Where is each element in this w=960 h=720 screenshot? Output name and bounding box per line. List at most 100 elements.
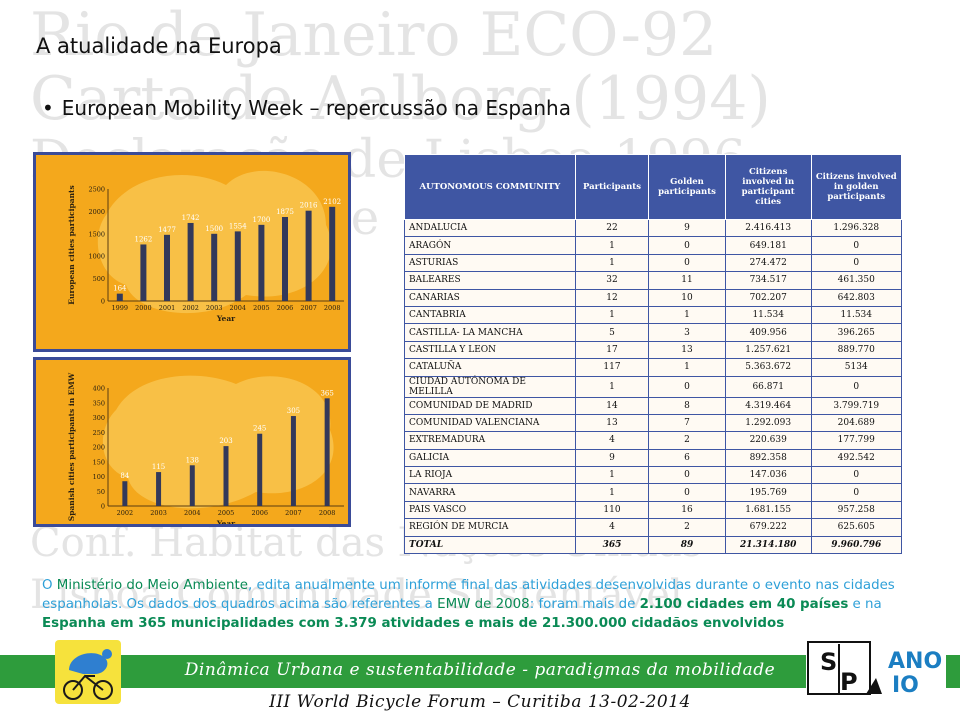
table-cell: 8 (648, 396, 726, 415)
table-cell: 32 (574, 271, 650, 290)
table-cell: 892.358 (724, 448, 812, 468)
footer-subtitle: III World Bicycle Forum – Curitiba 13-02… (269, 692, 691, 712)
table-cell: 4.319.464 (724, 396, 812, 415)
table-cell: 0 (810, 375, 903, 398)
cyclist-logo-icon (55, 640, 121, 704)
data-label: 365 (320, 389, 333, 397)
table-row: ARAGÓN 1 0 649.181 0 (404, 236, 903, 255)
table-cell: 204.689 (810, 413, 903, 433)
x-tick-label: 2004 (230, 304, 247, 312)
summary-ministerio: Ministério do Meio Ambiente (56, 578, 248, 593)
table-cell-name: CATALUÑA (404, 358, 576, 377)
table-cell: 5 (574, 323, 650, 342)
column-header: Citizens involved in participant cities (724, 154, 812, 220)
table-row: GALICIA 9 6 892.358 492.542 (404, 448, 903, 468)
table-cell-name: ARAGÓN (404, 236, 576, 255)
logo-letter: S (820, 648, 837, 676)
data-label: 1262 (134, 235, 152, 243)
bar (116, 293, 123, 301)
autonomous-community-table: AUTONOMOUS COMMUNITY Participants Golden… (404, 154, 903, 555)
table-cell: 0 (648, 466, 726, 485)
table-cell-name: ASTURIAS (404, 253, 576, 273)
x-tick-label: 2007 (285, 509, 302, 517)
table-header-row: AUTONOMOUS COMMUNITY Participants Golden… (404, 154, 903, 220)
table-cell: 679.222 (724, 518, 812, 537)
table-cell-name: NAVARRA (404, 483, 576, 502)
data-label: 1875 (276, 208, 294, 216)
summary-part: O (42, 578, 57, 593)
table-cell-name: ANDALUCIA (404, 218, 576, 238)
table-cell: 11.534 (724, 305, 812, 325)
table-cell: 220.639 (724, 431, 812, 450)
table-cell: 1 (574, 236, 650, 255)
table-cell: 17 (574, 340, 650, 360)
table-row: COMUNIDAD DE MADRID 14 8 4.319.464 3.799.719 (404, 396, 903, 415)
x-tick-label: 2000 (135, 304, 152, 312)
table-cell: 4 (574, 431, 650, 450)
table-row: CIUDAD AUTÓNOMA DE MELILLA 1 0 66.871 0 (404, 375, 903, 398)
table-cell: 177.799 (810, 431, 903, 450)
x-tick-label: 2001 (159, 304, 176, 312)
table-cell: 625.605 (810, 518, 903, 537)
table-cell-name: COMUNIDAD VALENCIANA (404, 413, 576, 433)
x-tick-label: 2008 (319, 509, 336, 517)
chart-decor (102, 375, 334, 509)
bar (258, 224, 265, 301)
bar (140, 244, 147, 301)
y-tick-label: 150 (93, 458, 105, 466)
y-tick-label: 250 (93, 429, 105, 437)
table-cell: 6 (648, 448, 726, 468)
european-cities-chart: 0 500 1000 1500 2000 2500 164 1999 1262 2000 1477 2… (33, 152, 351, 352)
data-label: 84 (120, 472, 129, 480)
bar (305, 210, 312, 301)
table-row: CANARIAS 12 10 702.207 642.803 (404, 288, 903, 307)
table-cell: 492.542 (810, 448, 903, 468)
table-cell: 0 (810, 253, 903, 273)
table-cell: 1.296.328 (810, 218, 903, 238)
x-tick-label: 2005 (218, 509, 235, 517)
bar (156, 472, 162, 506)
table-row: ASTURIAS 1 0 274.472 0 (404, 253, 903, 273)
table-cell-name: REGIÓN DE MURCIA (404, 518, 576, 537)
data-label: 1500 (205, 225, 223, 233)
bar (234, 231, 241, 301)
y-tick-label: 0 (101, 298, 105, 306)
y-tick-label: 2500 (88, 186, 105, 194)
table-cell: 1 (574, 375, 650, 398)
table-cell: 1 (574, 466, 650, 485)
table-cell: 1 (574, 253, 650, 273)
table-cell-name: BALEARES (404, 271, 576, 290)
bar (282, 217, 288, 301)
x-tick-label: 2004 (184, 509, 201, 517)
table-cell-name: CIUDAD AUTÓNOMA DE MELILLA (404, 375, 576, 398)
data-label: 164 (113, 285, 127, 293)
sp-ano10-logo-svg: S P ANO IO (807, 641, 942, 698)
table-cell: 117 (574, 358, 650, 377)
y-tick-label: 50 (97, 488, 105, 496)
table-cell: 0 (648, 375, 726, 398)
table-cell: 734.517 (724, 271, 812, 290)
table-cell-name: CASTILLA- LA MANCHA (404, 323, 576, 342)
bullet-dot-icon: • (42, 96, 54, 120)
x-tick-label: 2002 (117, 509, 134, 517)
y-tick-label: 200 (93, 444, 105, 452)
y-tick-label: 100 (93, 473, 105, 481)
bar (164, 234, 170, 301)
table-cell: 3.799.719 (810, 396, 903, 415)
table-cell-name: CANTABRIA (404, 305, 576, 325)
table-row: CASTILLA- LA MANCHA 5 3 409.956 396.265 (404, 323, 903, 342)
footer-bar (0, 655, 960, 688)
table-cell-name: CANARIAS (404, 288, 576, 307)
data-label: 138 (186, 456, 199, 464)
cyclist-logo-svg (63, 649, 113, 700)
x-tick-label: 1999 (112, 304, 129, 312)
column-header: Golden participants (648, 154, 726, 220)
table-cell: 4 (574, 518, 650, 537)
table-cell: 0 (810, 236, 903, 255)
table-cell-name: GALICIA (404, 448, 576, 468)
footer-title: Dinâmica Urbana e sustentabilidade - par… (184, 660, 776, 680)
table-cell: 22 (574, 218, 650, 238)
table-cell: 0 (648, 236, 726, 255)
summary-part: e na (848, 597, 882, 612)
x-tick-label: 2008 (324, 304, 341, 312)
